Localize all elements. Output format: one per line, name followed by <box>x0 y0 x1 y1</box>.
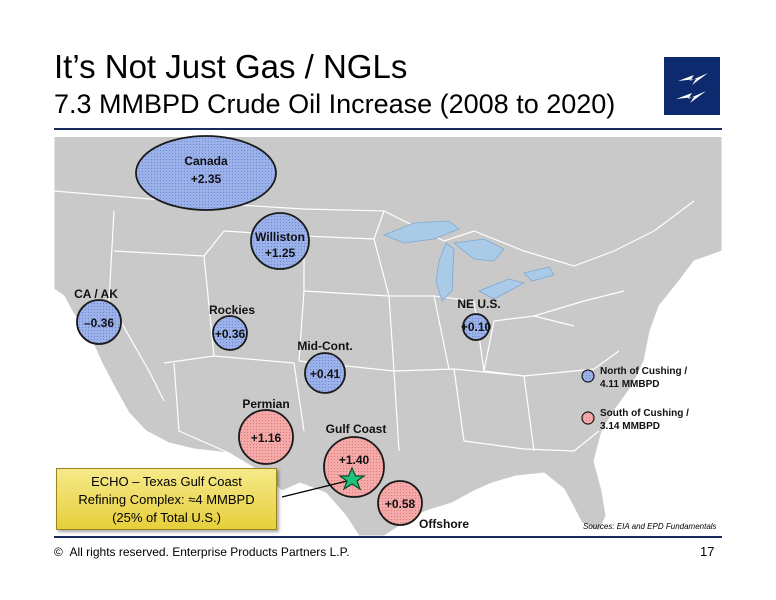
legend-south-line1: South of Cushing / <box>600 408 689 419</box>
echo-line2: Refining Complex: ≈4 MMBPD <box>78 492 255 507</box>
bubble-canada <box>135 135 277 211</box>
label-gulf-coast: Gulf Coast <box>326 422 387 436</box>
label-permian: Permian <box>242 397 289 411</box>
value-rockies: +0.36 <box>215 327 246 341</box>
footer-text: © All rights reserved. Enterprise Produc… <box>54 545 349 559</box>
legend-south-line2: 3.14 MMBPD <box>600 421 660 432</box>
footer-rule <box>54 536 722 538</box>
bubble-williston <box>250 212 310 270</box>
label-ne-us: NE U.S. <box>457 297 500 311</box>
bubble-gulf-coast <box>323 436 385 498</box>
value-offshore: +0.58 <box>385 497 416 511</box>
sources-note: Sources: EIA and EPD Fundamentals <box>583 522 717 531</box>
bubble-offshore <box>377 480 423 526</box>
value-williston: +1.25 <box>265 246 296 260</box>
region-bubbles <box>76 135 490 526</box>
bubble-permian <box>238 409 294 465</box>
footer-label: All rights reserved. Enterprise Products… <box>69 545 350 559</box>
echo-callout: ECHO – Texas Gulf Coast Refining Complex… <box>56 468 277 530</box>
legend-north-swatch <box>581 369 595 383</box>
great-lakes <box>382 220 555 302</box>
echo-pointer <box>281 480 348 498</box>
slide-title: It’s Not Just Gas / NGLs <box>54 48 408 85</box>
bubble-rockies <box>212 315 248 351</box>
value-ne-us: +0.10 <box>461 320 492 334</box>
value-mid-cont: +0.41 <box>310 367 341 381</box>
label-canada: Canada <box>184 154 228 168</box>
slide-subtitle: 7.3 MMBPD Crude Oil Increase (2008 to 20… <box>54 89 616 119</box>
value-ca-ak: –0.36 <box>84 316 114 330</box>
bubble-ne-us <box>462 313 490 341</box>
label-ca-ak: CA / AK <box>74 287 118 301</box>
value-canada: +2.35 <box>191 172 222 186</box>
label-rockies: Rockies <box>209 303 255 317</box>
page-number: 17 <box>700 544 715 559</box>
header-rule <box>54 128 722 130</box>
bubble-mid-cont <box>304 352 346 394</box>
value-permian: +1.16 <box>251 431 282 445</box>
company-logo <box>664 57 720 115</box>
copyright-icon: © <box>54 545 63 559</box>
label-mid-cont: Mid-Cont. <box>297 339 352 353</box>
land-mass <box>54 131 722 536</box>
label-williston: Williston <box>255 230 305 244</box>
echo-star-icon <box>338 466 366 491</box>
echo-line1: ECHO – Texas Gulf Coast <box>91 474 242 489</box>
bubble-ca-ak <box>76 299 122 345</box>
legend-north-line1: North of Cushing / <box>600 366 687 377</box>
us-map: Canada +2.35 Williston +1.25 CA / AK –0.… <box>54 131 722 536</box>
legend-north-line2: 4.11 MMBPD <box>600 379 659 390</box>
legend-south-swatch <box>581 411 595 425</box>
label-offshore: Offshore <box>419 517 469 531</box>
value-gulf-coast: +1.40 <box>339 453 370 467</box>
echo-line3: (25% of Total U.S.) <box>112 510 221 525</box>
